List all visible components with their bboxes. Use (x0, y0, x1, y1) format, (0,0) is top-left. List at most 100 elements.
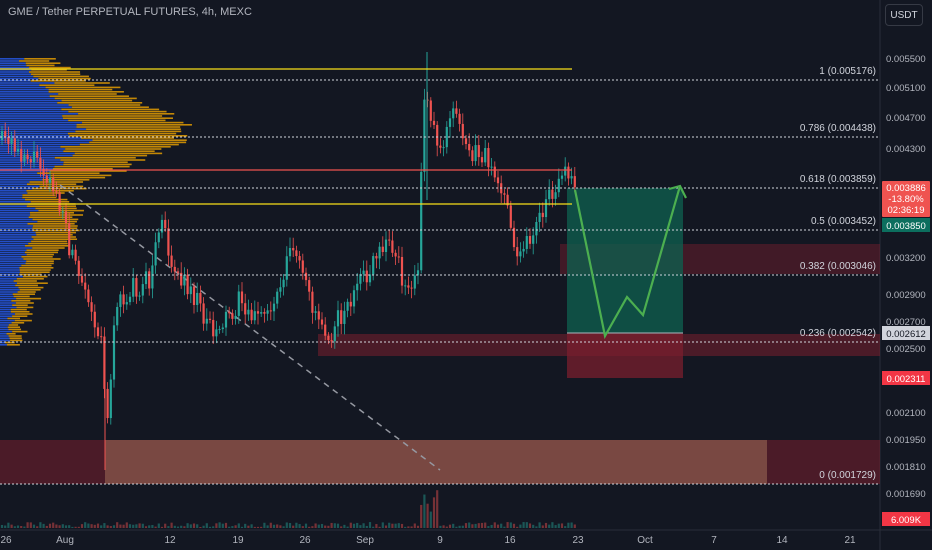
volume-bar (29, 522, 32, 528)
volume-bar (90, 524, 93, 528)
date-tick-label: 19 (232, 535, 244, 546)
profile-bar-orange (60, 146, 171, 148)
profile-bar-orange (42, 179, 90, 181)
volume-bar (551, 522, 554, 528)
candle-body (199, 292, 202, 304)
profile-bar-blue (0, 73, 31, 75)
candle-body (20, 148, 23, 162)
profile-bar-orange (10, 339, 23, 342)
volume-bar (180, 525, 183, 528)
volume-bar (464, 523, 468, 528)
currency-selector[interactable]: USDT (885, 4, 923, 26)
fib-level-label: 0.786 (0.004438) (800, 123, 876, 134)
candle-body (183, 274, 186, 286)
candle-body (314, 311, 317, 313)
profile-bar-blue (0, 337, 10, 339)
profile-bar-blue (0, 201, 31, 203)
profile-bar-orange (49, 170, 127, 172)
candle-body (135, 278, 138, 297)
candle-body (506, 194, 509, 206)
profile-bar-orange (14, 319, 32, 322)
profile-bar-orange (10, 311, 30, 313)
profile-bar-blue (0, 293, 13, 295)
profile-bar-orange (19, 271, 50, 273)
candle-body (68, 223, 71, 256)
candle-body (61, 211, 64, 213)
candle-body (340, 310, 343, 324)
volume-bar (564, 526, 567, 528)
candle-body (368, 274, 372, 283)
profile-bar-blue (0, 84, 40, 86)
profile-bar-orange (5, 341, 15, 344)
profile-bar-blue (0, 302, 16, 304)
candle-body (151, 265, 154, 289)
volume-bar (215, 523, 218, 528)
profile-bar-orange (62, 115, 163, 117)
volume-bar (432, 497, 436, 528)
profile-bar-orange (36, 234, 73, 236)
volume-bar (420, 504, 423, 528)
projection-path[interactable] (573, 185, 682, 340)
volume-bar (0, 524, 4, 528)
price-axis[interactable]: 0.005500 0.005100 0.004700 0.004300 0.003850… (886, 54, 926, 500)
profile-bar-blue (0, 135, 70, 137)
profile-bar-blue (0, 273, 20, 276)
candle-body (554, 192, 557, 199)
profile-bar-blue (0, 179, 43, 181)
candle-body (119, 294, 122, 307)
volume-bar (490, 524, 493, 528)
profile-bar-orange (24, 198, 68, 201)
price-tick-label: 0.005500 (886, 54, 926, 65)
candle-body (375, 256, 378, 259)
profile-bar-blue (0, 168, 53, 170)
profile-bar-orange (19, 273, 42, 276)
profile-bar-orange (74, 152, 163, 155)
position-profit-zone[interactable] (567, 188, 683, 333)
profile-bar-orange (27, 192, 65, 194)
candle-body (551, 189, 554, 199)
volume-bar (439, 525, 442, 528)
price-tag-entry: 0.002612 (882, 326, 930, 340)
fibonacci-retracement[interactable]: 1 (0.005176) 0.786 (0.004438) 0.618 (0.003… (0, 66, 880, 485)
profile-bar-orange (26, 260, 54, 262)
profile-bar-orange (26, 183, 77, 185)
candle-body (484, 148, 487, 163)
candle-body (260, 312, 263, 314)
time-axis[interactable]: 26 Aug 12 19 26 Sep 9 16 23 Oct 7 14 21 (0, 535, 856, 546)
position-loss-zone[interactable] (567, 333, 683, 378)
profile-bar-orange (6, 344, 20, 346)
profile-bar-blue (0, 282, 17, 284)
profile-bar-orange (29, 66, 71, 69)
profile-bar-blue (0, 333, 7, 335)
candle-body (426, 99, 429, 101)
candle-body (352, 290, 356, 307)
candle-body (490, 166, 493, 168)
volume-bar (228, 526, 231, 528)
profile-bar-blue (0, 91, 49, 93)
profile-bar-orange (26, 64, 55, 67)
candle-body (532, 235, 535, 244)
profile-bar-orange (80, 137, 175, 139)
volume-bar (144, 526, 148, 528)
volume-bar (250, 524, 253, 528)
profile-bar-blue (0, 322, 12, 324)
volume-bar (471, 524, 474, 528)
profile-bar-orange (71, 106, 149, 108)
volume-bar (480, 522, 484, 528)
candle-body (192, 286, 196, 305)
trend-line[interactable] (59, 184, 441, 471)
candle-body (13, 138, 16, 152)
volume-bar (509, 522, 512, 528)
profile-bar-orange (33, 238, 78, 240)
candle-body (224, 311, 228, 328)
candle-body (10, 138, 13, 144)
candle-body (157, 232, 160, 243)
candle-body (548, 189, 551, 200)
fib-level-label: 0 (0.001729) (819, 470, 876, 481)
profile-bar-blue (0, 77, 39, 80)
candle-body (48, 177, 52, 183)
candle-body (516, 247, 519, 257)
date-tick-label: 16 (504, 535, 516, 546)
price-tick-label: 0.003200 (886, 253, 926, 264)
